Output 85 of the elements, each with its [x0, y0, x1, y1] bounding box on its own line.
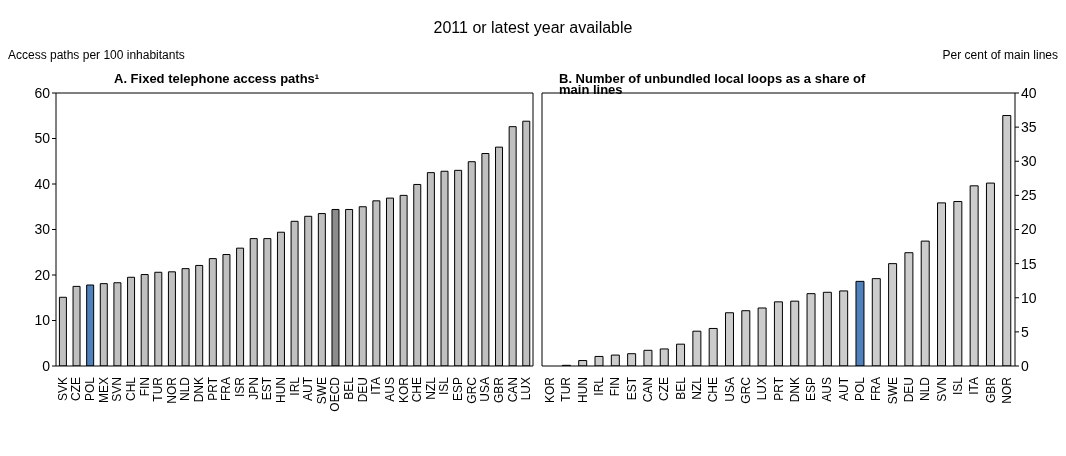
y-tick-label: 10 — [1021, 289, 1037, 306]
x-tick-label: NLD — [178, 376, 193, 402]
x-tick-label: SWE — [314, 377, 329, 405]
x-tick-label: SVK — [55, 377, 70, 402]
x-tick-label: FRA — [219, 377, 234, 401]
chart-title: A. Fixed telephone access paths¹ — [114, 71, 321, 86]
x-tick-label: DNK — [787, 377, 802, 403]
y-tick-label: 30 — [34, 221, 51, 238]
x-tick-label: BEL — [342, 376, 357, 400]
x-tick-label: FIN — [608, 377, 623, 397]
x-tick-label: TUR — [151, 376, 166, 402]
x-tick-label: CAN — [641, 377, 656, 403]
x-tick-label: NOR — [164, 376, 179, 404]
x-tick-label: GBR — [983, 376, 998, 404]
x-tick-label: CAN — [505, 377, 520, 403]
x-tick-label: NOR — [999, 376, 1014, 404]
x-tick-label: ITA — [369, 377, 384, 395]
y-tick-label: 40 — [34, 175, 51, 192]
x-tick-label: KOR — [396, 376, 411, 404]
x-tick-label: GRC — [464, 376, 479, 404]
x-tick-label: AUT — [301, 376, 316, 401]
chart-title: B. Number of unbundled local loops as a share of main lines — [559, 71, 867, 97]
x-tick-label: USA — [478, 377, 493, 402]
x-tick-label: AUT — [836, 376, 851, 401]
x-tick-label: CHL — [123, 376, 138, 402]
y-tick-label: 35 — [1021, 119, 1037, 136]
x-tick-label: NLD — [918, 376, 933, 402]
x-tick-label: EST — [260, 376, 275, 401]
x-tick-label: ISL — [950, 376, 965, 396]
x-tick-label: IRL — [592, 376, 607, 396]
x-tick-label: BEL — [673, 376, 688, 400]
x-tick-label: OECD — [328, 376, 343, 412]
x-tick-label: DNK — [192, 377, 207, 403]
y-tick-label: 15 — [1021, 255, 1037, 272]
x-tick-label: ISR — [232, 376, 247, 398]
y-tick-label: 50 — [34, 130, 51, 147]
x-tick-label: CHE — [410, 377, 425, 403]
y-axis-title: Per cent of main lines — [942, 48, 1058, 62]
y-tick-label: 10 — [34, 312, 51, 329]
x-tick-label: FIN — [137, 377, 152, 397]
y-tick-label: 0 — [42, 357, 51, 374]
x-tick-label: KOR — [543, 376, 558, 404]
x-tick-label: POL — [853, 376, 868, 402]
x-tick-label: POL — [83, 376, 98, 402]
x-tick-label: FRA — [869, 377, 884, 401]
x-tick-label: ITA — [967, 377, 982, 395]
chart-subtitle: 2011 or latest year available — [432, 18, 634, 38]
x-tick-label: HUN — [273, 377, 288, 403]
x-tick-label: PRT — [205, 376, 220, 401]
y-tick-label: 40 — [1021, 84, 1037, 101]
x-tick-label: ISL — [437, 376, 452, 396]
y-tick-label: 20 — [1021, 221, 1037, 238]
x-tick-label: SVN — [110, 377, 125, 402]
y-tick-label: 30 — [1021, 153, 1037, 170]
x-tick-label: ESP — [451, 377, 466, 402]
x-tick-label: JPN — [246, 377, 261, 400]
x-tick-label: CZE — [657, 377, 672, 401]
x-tick-label: DEU — [355, 377, 370, 403]
x-tick-label: DEU — [901, 377, 916, 403]
y-tick-label: 60 — [34, 84, 51, 101]
y-tick-label: 5 — [1021, 323, 1029, 340]
x-tick-label: GBR — [491, 376, 506, 404]
x-tick-label: LUX — [519, 377, 534, 401]
y-axis-title: Access paths per 100 inhabitants — [8, 48, 185, 62]
x-tick-label: USA — [722, 377, 737, 402]
y-tick-label: 0 — [1021, 357, 1029, 374]
x-tick-label: CZE — [69, 377, 84, 401]
x-tick-label: LUX — [755, 377, 770, 401]
x-tick-label: GRC — [738, 376, 753, 404]
x-tick-label: AUS — [382, 377, 397, 402]
x-tick-label: TUR — [559, 376, 574, 402]
x-tick-label: MEX — [96, 377, 111, 404]
x-tick-label: ESP — [804, 377, 819, 402]
x-tick-label: SWE — [885, 377, 900, 405]
x-tick-label: SVN — [934, 377, 949, 402]
x-tick-label: CHE — [706, 377, 721, 403]
x-tick-label: EST — [624, 376, 639, 401]
y-tick-label: 20 — [34, 266, 51, 283]
x-tick-label: NZL — [423, 376, 438, 400]
x-tick-label: PRT — [771, 376, 786, 401]
x-tick-label: AUS — [820, 377, 835, 402]
x-tick-label: NZL — [689, 376, 704, 400]
x-tick-label: IRL — [287, 376, 302, 396]
x-tick-label: HUN — [575, 377, 590, 403]
y-tick-label: 25 — [1021, 187, 1037, 204]
